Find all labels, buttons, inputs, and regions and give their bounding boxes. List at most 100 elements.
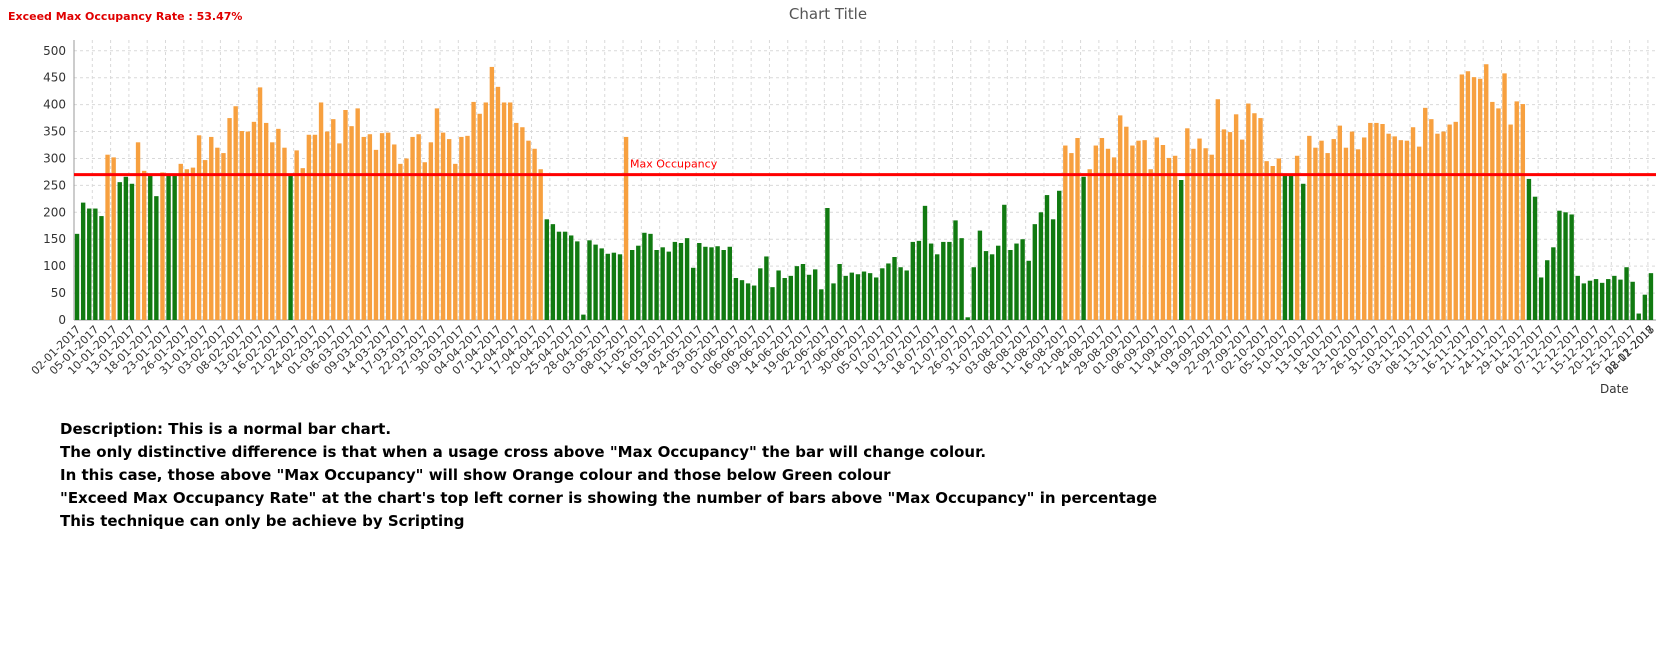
bar (416, 134, 421, 320)
bar (1532, 196, 1538, 320)
y-tick-label: 350 (43, 125, 66, 139)
bar (806, 274, 812, 320)
bar (434, 108, 440, 320)
bar (703, 246, 708, 320)
bar (1154, 137, 1160, 320)
chart-title: Chart Title (788, 5, 868, 23)
bar (1319, 140, 1324, 320)
bar (989, 254, 995, 320)
bar (1368, 122, 1373, 320)
bar (1294, 155, 1300, 320)
bar (1435, 133, 1440, 320)
bar (1221, 129, 1227, 320)
bar (1496, 108, 1501, 320)
bar (1160, 145, 1166, 320)
bar (1099, 138, 1105, 320)
bar (306, 134, 312, 320)
bar (1002, 204, 1007, 320)
bar (355, 108, 360, 320)
bar (819, 289, 824, 320)
bar (1282, 175, 1288, 320)
y-tick-label: 100 (43, 259, 66, 273)
bar (642, 232, 647, 320)
y-tick-label: 200 (43, 205, 66, 219)
bar (575, 241, 580, 320)
bar (1105, 148, 1111, 320)
bar (1166, 157, 1172, 320)
bar (1538, 277, 1544, 320)
bar (1502, 73, 1507, 320)
bar (87, 208, 92, 320)
bar (1355, 149, 1361, 320)
bar (721, 250, 726, 320)
bar (611, 252, 617, 320)
bar (99, 216, 104, 320)
description-list: Description: This is a normal bar chart.… (60, 418, 1157, 533)
bar (1349, 131, 1355, 320)
bar (1325, 153, 1330, 320)
bar (544, 219, 549, 320)
bar (758, 268, 763, 320)
bar (617, 254, 623, 320)
bar (343, 110, 348, 320)
bar (1252, 113, 1257, 320)
bar (1014, 243, 1019, 320)
bar (709, 247, 714, 320)
bar (507, 102, 513, 320)
occupancy-bar-chart: 0 50 100 150 200 250 300 350 400 450 500 Max Occup… (29, 40, 1656, 377)
description-line: This technique can only be achieve by Sc… (60, 512, 465, 530)
bar (300, 168, 305, 320)
bar (739, 280, 745, 320)
bar (392, 144, 397, 320)
y-tick-label: 50 (51, 286, 66, 300)
bar (1130, 145, 1135, 320)
bar (1179, 180, 1184, 320)
bar (1569, 214, 1574, 320)
bar (1233, 114, 1239, 320)
bar (489, 66, 495, 320)
description-line: In this case, those above "Max Occupancy… (60, 466, 891, 484)
bar (1557, 210, 1562, 320)
x-axis-title: Date (1600, 382, 1629, 396)
bar (190, 167, 196, 320)
bar (953, 220, 958, 320)
bar (1465, 71, 1471, 320)
bar (1514, 101, 1519, 320)
bar (1471, 77, 1477, 321)
bar (1447, 124, 1452, 321)
bar (654, 250, 659, 320)
max-occupancy-layer: Max Occupancy (74, 158, 1656, 177)
bar (239, 131, 244, 320)
bar (1111, 157, 1117, 320)
bar (928, 243, 934, 320)
bar (593, 244, 598, 320)
bar (1423, 107, 1428, 320)
bar (514, 122, 519, 320)
bar (288, 175, 293, 320)
bar (361, 136, 366, 320)
bar (874, 277, 879, 320)
bar (1520, 104, 1526, 320)
bar (1362, 137, 1367, 320)
bar (684, 238, 690, 320)
bar (813, 269, 818, 320)
bar (1508, 124, 1513, 321)
bar (1477, 78, 1483, 321)
exceed-max-occupancy-rate: Exceed Max Occupancy Rate : 53.47% (8, 10, 243, 23)
bar (221, 153, 226, 320)
bar (660, 247, 665, 320)
bar (977, 230, 983, 320)
bar (800, 264, 806, 320)
bar (373, 149, 379, 320)
x-tick-label-layer: 02-01-201705-01-201710-01-201713-01-2017… (29, 323, 1656, 377)
bar (1551, 247, 1556, 320)
bar (550, 224, 556, 320)
bar (1301, 183, 1306, 320)
bar (1246, 103, 1251, 321)
bar (1075, 138, 1080, 320)
bar (1050, 219, 1056, 320)
bar (782, 278, 787, 320)
bar (1618, 279, 1623, 320)
bar (446, 139, 452, 320)
bar (404, 158, 409, 320)
